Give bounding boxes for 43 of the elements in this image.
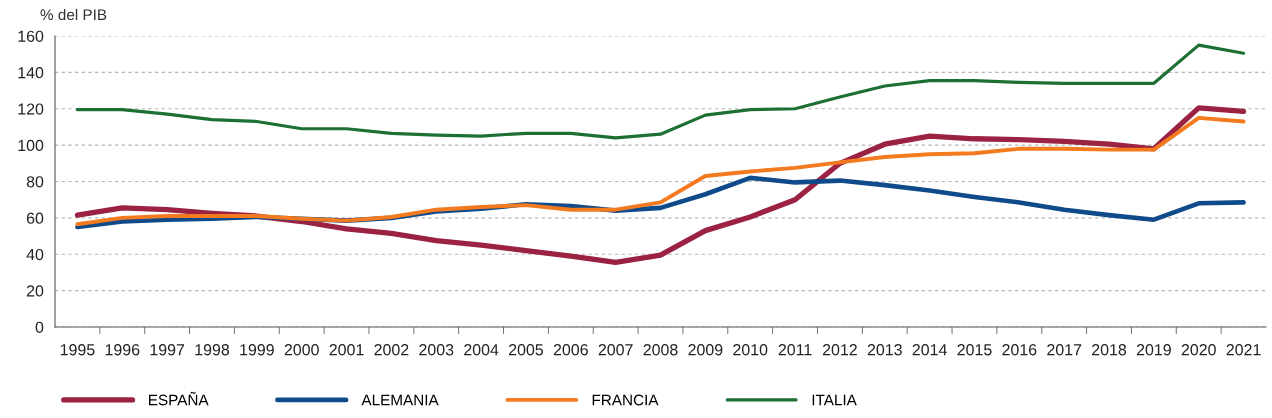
x-tick-label: 2009 [688,344,723,356]
y-tick-label: 80 [26,176,44,188]
x-tick-label: 2013 [867,344,902,356]
x-tick-label: 2015 [957,344,992,356]
y-tick-label: 0 [35,321,44,333]
y-tick-label: 20 [26,285,44,297]
y-tick-label: 120 [18,103,44,115]
y-tick-label: 140 [18,67,44,79]
legend-label: ESPAÑA [149,391,209,406]
legend-label: ITALIA [812,394,857,406]
x-tick-label: 1998 [195,344,230,356]
x-tick-label: 1997 [150,344,185,356]
y-tick-label: 160 [18,30,44,42]
y-axis-title: % del PIB [40,8,107,21]
x-tick-label: 2000 [284,344,319,356]
y-tick-label: 40 [26,248,44,261]
x-tick-label: 2004 [464,344,499,356]
x-tick-label: 2001 [329,344,364,356]
line-series [75,43,1246,140]
x-tick-label: 1999 [240,344,274,356]
x-tick-label: 2014 [912,344,947,356]
x-tick-label: 2019 [1136,344,1171,356]
x-tick-label: 2012 [822,344,857,356]
legend-label: ALEMANIA [361,394,439,406]
x-tick-label: 2017 [1047,344,1082,356]
x-tick-label: 2003 [419,344,454,356]
y-tick-label: 100 [18,139,44,152]
x-tick-label: 2006 [553,344,588,356]
x-tick-label: 2010 [733,344,768,356]
x-tick-label: 1996 [105,344,140,356]
legend-label: FRANCIA [592,394,659,406]
x-tick-label: 2011 [778,344,812,356]
line-series [75,115,1246,227]
x-tick-label: 2018 [1092,344,1127,356]
x-tick-label: 2021 [1226,344,1261,356]
x-tick-label: 2016 [1002,344,1037,356]
x-tick-label: 2008 [643,344,678,356]
x-tick-label: 2020 [1181,344,1216,356]
x-tick-label: 2002 [374,344,409,356]
x-tick-label: 1995 [60,344,95,356]
y-tick-label: 60 [26,212,44,224]
x-tick-label: 2005 [508,344,544,356]
x-tick-label: 2007 [598,344,633,356]
